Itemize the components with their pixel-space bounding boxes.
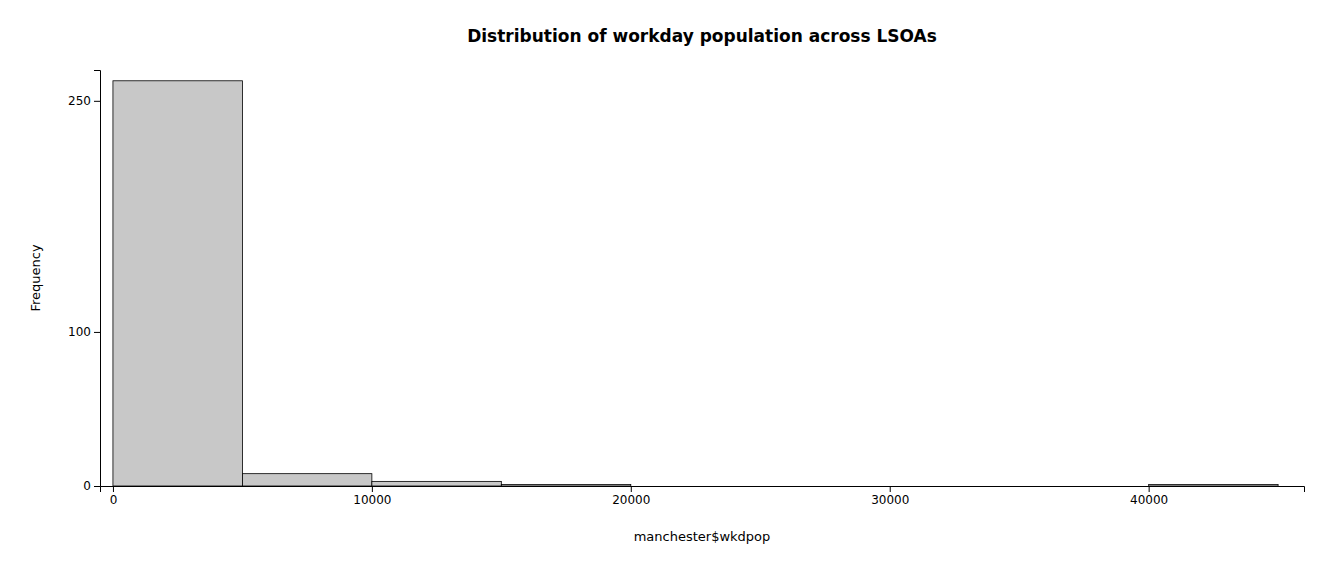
tick-label: 40000 [1130, 493, 1168, 507]
bar [760, 486, 889, 487]
bar [1149, 484, 1278, 486]
title: Distribution of workday population acros… [467, 26, 937, 46]
tick: 10000 [353, 486, 391, 507]
tick-mark [890, 486, 891, 492]
bars [113, 81, 1278, 486]
bar [372, 481, 501, 486]
bar [501, 484, 630, 486]
tick: 250 [68, 94, 100, 108]
tick: 0 [110, 486, 118, 507]
bar [1019, 486, 1148, 487]
tick-label: 0 [83, 479, 91, 493]
tick: 40000 [1130, 486, 1168, 507]
tick-label: 10000 [353, 493, 391, 507]
tick-mark [94, 332, 100, 333]
tick-mark [1149, 486, 1150, 492]
x-axis-title: manchester$wkdpop [634, 529, 771, 544]
y-axis: 0 100 250 [68, 71, 100, 494]
tick-mark [113, 486, 114, 492]
bar [890, 486, 1019, 487]
tick: 100 [68, 325, 100, 339]
axis-line [101, 487, 1305, 493]
y-axis-title: Frequency [28, 244, 43, 311]
tick: 20000 [612, 486, 650, 507]
bar [242, 474, 371, 486]
x-axis: 0 10000 20000 30000 40000 [101, 486, 1305, 507]
bar [631, 486, 760, 487]
tick-mark [372, 486, 373, 492]
bar [113, 81, 242, 486]
tick-label: 20000 [612, 493, 650, 507]
tick-mark [94, 486, 100, 487]
tick-mark [94, 101, 100, 102]
axis-line [94, 71, 101, 487]
tick-label: 0 [110, 493, 118, 507]
plot: 0 10000 20000 30000 40000 0 100 250 [68, 71, 1304, 507]
tick-label: 100 [68, 325, 91, 339]
chart: 0 10000 20000 30000 40000 0 100 250 Distribution… [0, 0, 1344, 576]
tick-mark [631, 486, 632, 492]
tick-label: 250 [68, 94, 91, 108]
tick: 0 [83, 479, 100, 493]
tick-label: 30000 [871, 493, 909, 507]
tick: 30000 [871, 486, 909, 507]
